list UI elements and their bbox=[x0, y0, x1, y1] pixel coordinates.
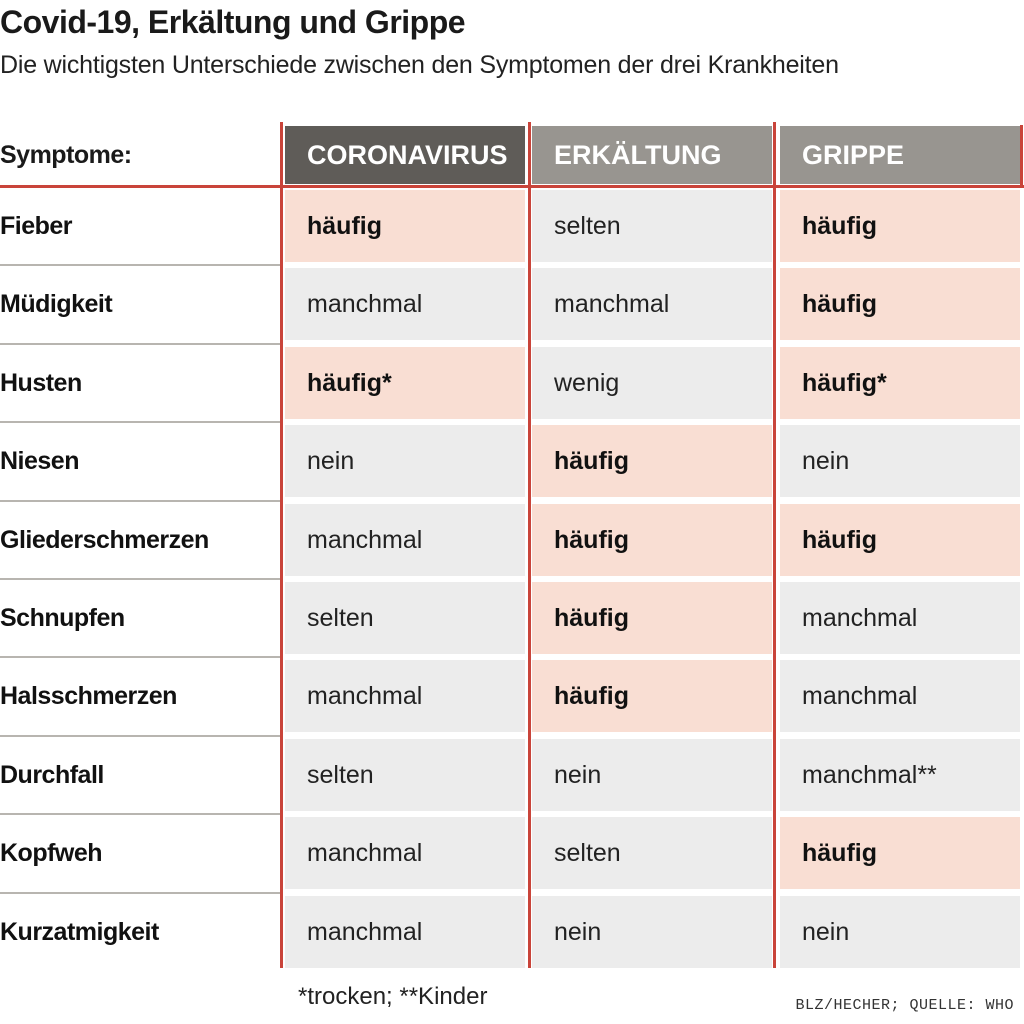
row-label-symptom: Schnupfen bbox=[0, 604, 125, 632]
row-label-symptom: Niesen bbox=[0, 447, 79, 475]
row-divider bbox=[0, 735, 280, 737]
row-label-symptom: Kopfweh bbox=[0, 839, 103, 867]
table-cell: häufig bbox=[285, 190, 525, 262]
table-cell: selten bbox=[532, 817, 772, 889]
row-label-symptom: Husten bbox=[0, 369, 82, 397]
cell-value: häufig bbox=[802, 526, 877, 554]
row-divider bbox=[0, 813, 280, 815]
row-label-symptom: Müdigkeit bbox=[0, 290, 113, 318]
cell-value: häufig bbox=[802, 290, 877, 318]
row-label-symptom: Fieber bbox=[0, 212, 73, 240]
cell-value: selten bbox=[554, 839, 621, 867]
table-cell: nein bbox=[780, 425, 1020, 497]
row-header-label: Symptome: bbox=[0, 141, 132, 169]
table-cell: nein bbox=[780, 896, 1020, 968]
table-cell: nein bbox=[285, 425, 525, 497]
cell-value: häufig bbox=[554, 526, 629, 554]
table-cell: manchmal bbox=[285, 268, 525, 340]
cell-value: häufig* bbox=[802, 369, 887, 397]
row-label-symptom: Durchfall bbox=[0, 761, 104, 789]
table-cell: häufig* bbox=[285, 347, 525, 419]
cell-value: manchmal bbox=[307, 290, 423, 318]
cell-value: manchmal** bbox=[802, 761, 937, 789]
table-cell: häufig bbox=[532, 582, 772, 654]
table-cell: häufig bbox=[780, 817, 1020, 889]
cell-value: häufig bbox=[554, 604, 629, 632]
table-cell: häufig bbox=[532, 660, 772, 732]
table-cell: manchmal bbox=[532, 268, 772, 340]
cell-value: nein bbox=[802, 918, 850, 946]
column-divider bbox=[528, 122, 531, 968]
cell-value: manchmal bbox=[307, 682, 423, 710]
cell-value: häufig* bbox=[307, 369, 392, 397]
cell-value: selten bbox=[307, 604, 374, 632]
row-divider bbox=[0, 578, 280, 580]
cell-value: häufig bbox=[307, 212, 382, 240]
table-cell: selten bbox=[285, 739, 525, 811]
cell-value: manchmal bbox=[307, 526, 423, 554]
cell-value: nein bbox=[802, 447, 850, 475]
table-cell: nein bbox=[532, 739, 772, 811]
cell-value: häufig bbox=[802, 212, 877, 240]
column-divider bbox=[773, 122, 776, 968]
table-cell: selten bbox=[532, 190, 772, 262]
footnote: *trocken; **Kinder bbox=[298, 983, 488, 1010]
cell-value: manchmal bbox=[802, 604, 918, 632]
cell-value: selten bbox=[554, 212, 621, 240]
cell-value: nein bbox=[307, 447, 355, 475]
column-header-erkältung: ERKÄLTUNG bbox=[532, 126, 772, 184]
table-cell: häufig bbox=[532, 504, 772, 576]
table-cell: selten bbox=[285, 582, 525, 654]
cell-value: manchmal bbox=[554, 290, 670, 318]
cell-value: nein bbox=[554, 918, 602, 946]
column-divider bbox=[280, 122, 283, 968]
page-title: Covid-19, Erkältung und Grippe bbox=[0, 4, 466, 40]
row-label-symptom: Gliederschmerzen bbox=[0, 526, 209, 554]
source-credit: BLZ/HECHER; QUELLE: WHO bbox=[795, 997, 1014, 1014]
table-cell: häufig bbox=[532, 425, 772, 497]
row-divider bbox=[0, 343, 280, 345]
table-cell: manchmal** bbox=[780, 739, 1020, 811]
row-divider bbox=[0, 421, 280, 423]
table-cell: manchmal bbox=[780, 582, 1020, 654]
row-divider bbox=[0, 500, 280, 502]
table-cell: nein bbox=[532, 896, 772, 968]
table-cell: manchmal bbox=[285, 504, 525, 576]
cell-value: manchmal bbox=[307, 918, 423, 946]
cell-value: häufig bbox=[554, 447, 629, 475]
column-header-coronavirus: CORONAVIRUS bbox=[285, 126, 525, 184]
cell-value: nein bbox=[554, 761, 602, 789]
row-divider bbox=[0, 656, 280, 658]
cell-value: häufig bbox=[554, 682, 629, 710]
row-divider bbox=[0, 892, 280, 894]
table-cell: manchmal bbox=[285, 896, 525, 968]
table-cell: manchmal bbox=[285, 817, 525, 889]
column-header-grippe: GRIPPE bbox=[780, 126, 1020, 184]
table-cell: manchmal bbox=[780, 660, 1020, 732]
table-cell: manchmal bbox=[285, 660, 525, 732]
table-cell: häufig bbox=[780, 190, 1020, 262]
header-divider bbox=[0, 185, 1024, 188]
row-divider bbox=[0, 264, 280, 266]
cell-value: wenig bbox=[554, 369, 620, 397]
table-cell: häufig bbox=[780, 504, 1020, 576]
row-label-symptom: Halsschmerzen bbox=[0, 682, 177, 710]
table-cell: wenig bbox=[532, 347, 772, 419]
page-subtitle: Die wichtigsten Unterschiede zwischen de… bbox=[0, 51, 839, 79]
table-cell: häufig* bbox=[780, 347, 1020, 419]
cell-value: selten bbox=[307, 761, 374, 789]
cell-value: manchmal bbox=[802, 682, 918, 710]
table-cell: häufig bbox=[780, 268, 1020, 340]
cell-value: häufig bbox=[802, 839, 877, 867]
row-label-symptom: Kurzatmigkeit bbox=[0, 918, 159, 946]
cell-value: manchmal bbox=[307, 839, 423, 867]
column-divider bbox=[1020, 125, 1023, 185]
